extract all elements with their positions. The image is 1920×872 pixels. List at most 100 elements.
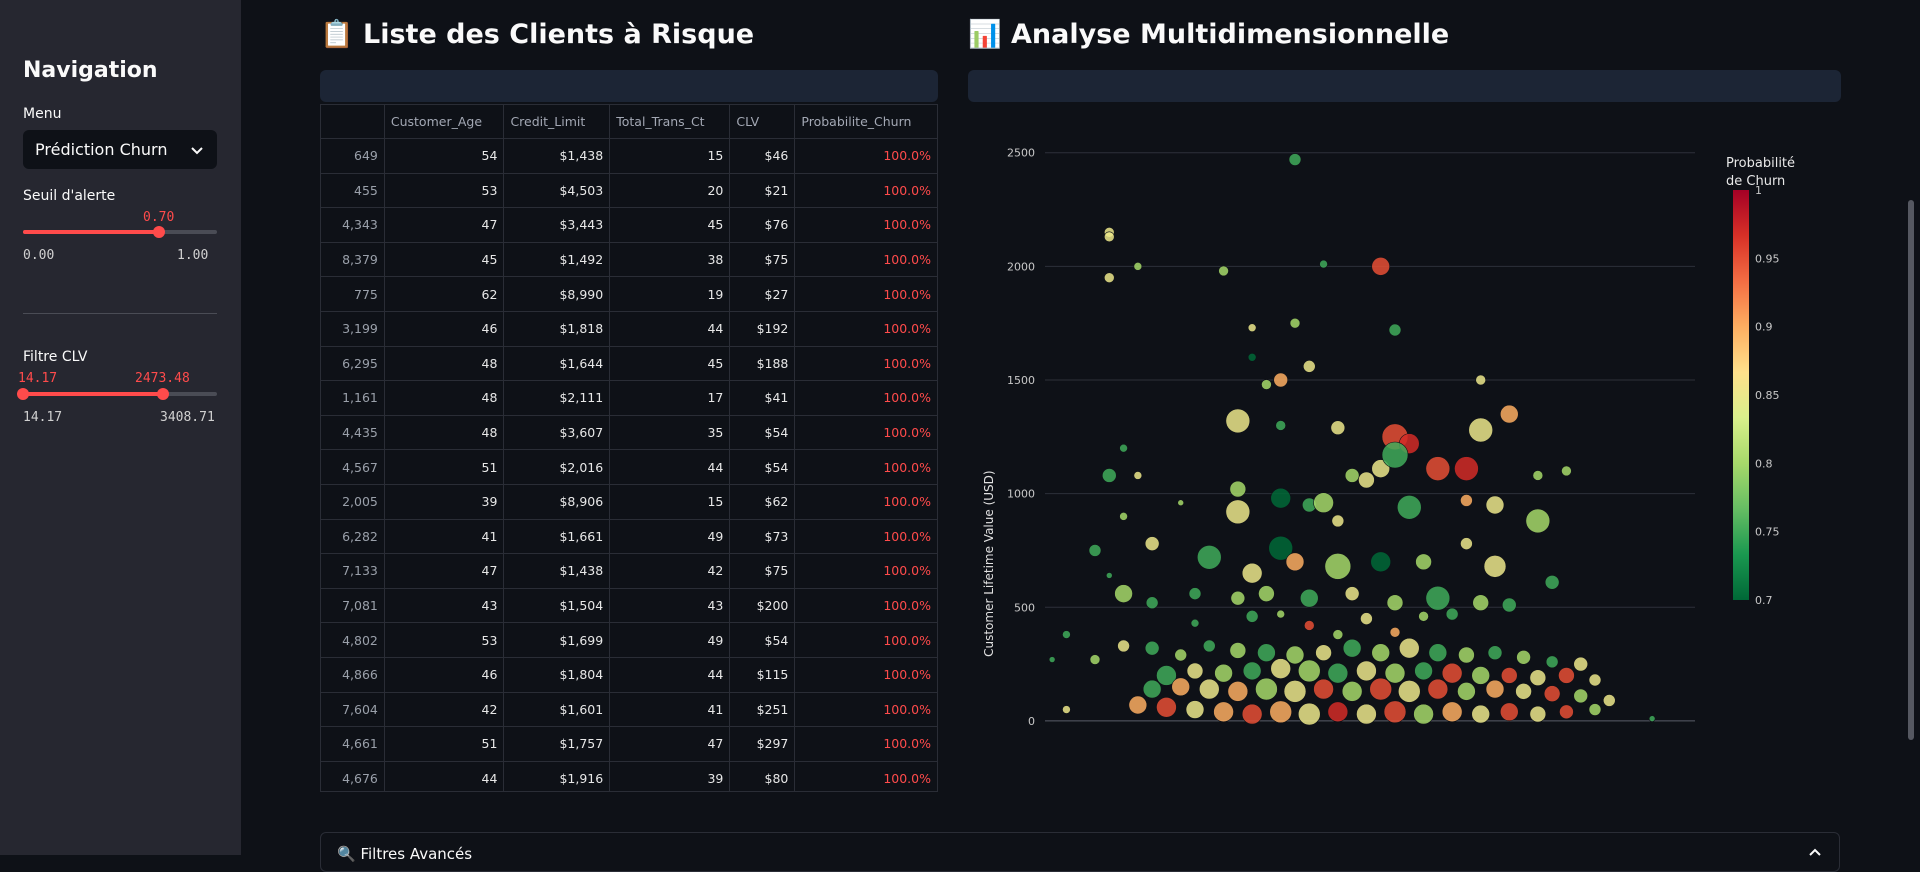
threshold-thumb[interactable]: [152, 226, 165, 238]
data-point[interactable]: [1427, 678, 1449, 700]
data-point[interactable]: [1344, 468, 1360, 483]
data-point[interactable]: [1105, 572, 1113, 579]
data-point[interactable]: [1088, 544, 1102, 557]
data-point[interactable]: [1186, 662, 1204, 680]
data-point[interactable]: [1475, 374, 1487, 386]
data-point[interactable]: [1418, 611, 1429, 622]
data-point[interactable]: [1062, 705, 1071, 714]
data-point[interactable]: [1145, 596, 1159, 610]
data-point[interactable]: [1089, 654, 1101, 665]
data-point[interactable]: [1285, 645, 1305, 665]
clv-high-thumb[interactable]: [157, 388, 170, 400]
data-point[interactable]: [1544, 574, 1560, 590]
data-point[interactable]: [1213, 701, 1234, 723]
data-point[interactable]: [1485, 679, 1505, 699]
data-point[interactable]: [1371, 459, 1391, 478]
data-point[interactable]: [1214, 663, 1233, 683]
data-point[interactable]: [1525, 508, 1551, 534]
data-point[interactable]: [1501, 597, 1517, 613]
data-point[interactable]: [1227, 681, 1249, 702]
data-point[interactable]: [1529, 705, 1547, 723]
data-point[interactable]: [1289, 317, 1301, 329]
data-point[interactable]: [1458, 646, 1475, 664]
table-row[interactable]: 6,295 48 $1,644 45 $188 100.0%: [321, 346, 937, 382]
data-point[interactable]: [1558, 667, 1575, 684]
data-point[interactable]: [1114, 584, 1133, 603]
data-point[interactable]: [1529, 669, 1547, 687]
data-point[interactable]: [1270, 487, 1292, 509]
data-point[interactable]: [1101, 468, 1117, 483]
data-point[interactable]: [1532, 470, 1544, 481]
data-point[interactable]: [1319, 259, 1328, 269]
data-point[interactable]: [1247, 352, 1257, 362]
data-point[interactable]: [1185, 700, 1205, 719]
data-point[interactable]: [1202, 639, 1216, 653]
table-row[interactable]: 4,343 47 $3,443 45 $76 100.0%: [321, 207, 937, 243]
data-point[interactable]: [1344, 586, 1360, 601]
data-point[interactable]: [1397, 680, 1421, 703]
data-point[interactable]: [1471, 704, 1491, 724]
data-point[interactable]: [1588, 673, 1602, 687]
data-point[interactable]: [1276, 609, 1286, 619]
data-point[interactable]: [1230, 590, 1246, 606]
data-point[interactable]: [1225, 499, 1251, 525]
data-point[interactable]: [1460, 537, 1473, 550]
data-point[interactable]: [1499, 702, 1519, 722]
data-point[interactable]: [1383, 700, 1407, 724]
data-point[interactable]: [1242, 661, 1262, 681]
table-row[interactable]: 7,133 47 $1,438 42 $75 100.0%: [321, 553, 937, 589]
threshold-slider[interactable]: [23, 218, 217, 248]
data-point[interactable]: [1371, 257, 1391, 276]
data-point[interactable]: [1499, 404, 1519, 424]
table-row[interactable]: 7,081 43 $1,504 43 $200 100.0%: [321, 588, 937, 624]
data-point[interactable]: [1048, 656, 1056, 663]
data-point[interactable]: [1268, 535, 1294, 561]
table-row[interactable]: 4,567 51 $2,016 44 $54 100.0%: [321, 449, 937, 485]
data-point[interactable]: [1415, 553, 1432, 571]
clv-range-slider[interactable]: [17, 380, 217, 410]
data-point[interactable]: [1648, 715, 1656, 722]
data-point[interactable]: [1245, 610, 1259, 623]
clv-low-thumb[interactable]: [17, 388, 29, 400]
data-point[interactable]: [1425, 585, 1451, 611]
data-point[interactable]: [1588, 703, 1602, 716]
page-scrollbar[interactable]: [1908, 200, 1914, 740]
data-point[interactable]: [1188, 587, 1202, 600]
column-header[interactable]: Customer_Age: [384, 105, 505, 139]
table-row[interactable]: 4,435 48 $3,607 35 $54 100.0%: [321, 415, 937, 451]
data-point[interactable]: [1454, 456, 1479, 481]
data-point[interactable]: [1457, 682, 1476, 701]
table-row[interactable]: 4,661 51 $1,757 47 $297 100.0%: [321, 726, 937, 762]
data-point[interactable]: [1472, 594, 1490, 612]
data-point[interactable]: [1241, 562, 1263, 584]
data-point[interactable]: [1561, 465, 1572, 477]
data-point[interactable]: [1297, 659, 1321, 683]
data-point[interactable]: [1483, 555, 1507, 578]
table-row[interactable]: 4,676 44 $1,916 39 $80 100.0%: [321, 761, 937, 791]
data-point[interactable]: [1331, 514, 1345, 528]
data-point[interactable]: [1283, 680, 1307, 703]
data-point[interactable]: [1324, 553, 1352, 580]
data-point[interactable]: [1370, 551, 1392, 573]
data-point[interactable]: [1487, 645, 1503, 661]
data-point[interactable]: [1062, 630, 1071, 639]
data-point[interactable]: [1156, 696, 1177, 718]
risk-table[interactable]: Customer_Age Credit_Limit Total_Trans_Ct CL…: [320, 104, 938, 792]
data-point[interactable]: [1229, 642, 1247, 659]
data-point[interactable]: [1119, 512, 1128, 521]
data-point[interactable]: [1288, 153, 1302, 166]
table-row[interactable]: 6,282 41 $1,661 49 $73 100.0%: [321, 519, 937, 555]
table-row[interactable]: 1,161 48 $2,111 17 $41 100.0%: [321, 380, 937, 416]
data-point[interactable]: [1384, 662, 1406, 684]
data-point[interactable]: [1218, 265, 1229, 277]
data-point[interactable]: [1460, 494, 1473, 507]
data-point[interactable]: [1229, 480, 1247, 498]
data-point[interactable]: [1388, 323, 1402, 337]
column-header[interactable]: Total_Trans_Ct: [609, 105, 731, 139]
table-row[interactable]: 775 62 $8,990 19 $27 100.0%: [321, 276, 937, 312]
data-point[interactable]: [1330, 420, 1346, 436]
data-point[interactable]: [1103, 231, 1115, 243]
data-point[interactable]: [1198, 678, 1220, 700]
menu-select[interactable]: Prédiction Churn: [23, 130, 217, 169]
data-point[interactable]: [1302, 360, 1316, 373]
